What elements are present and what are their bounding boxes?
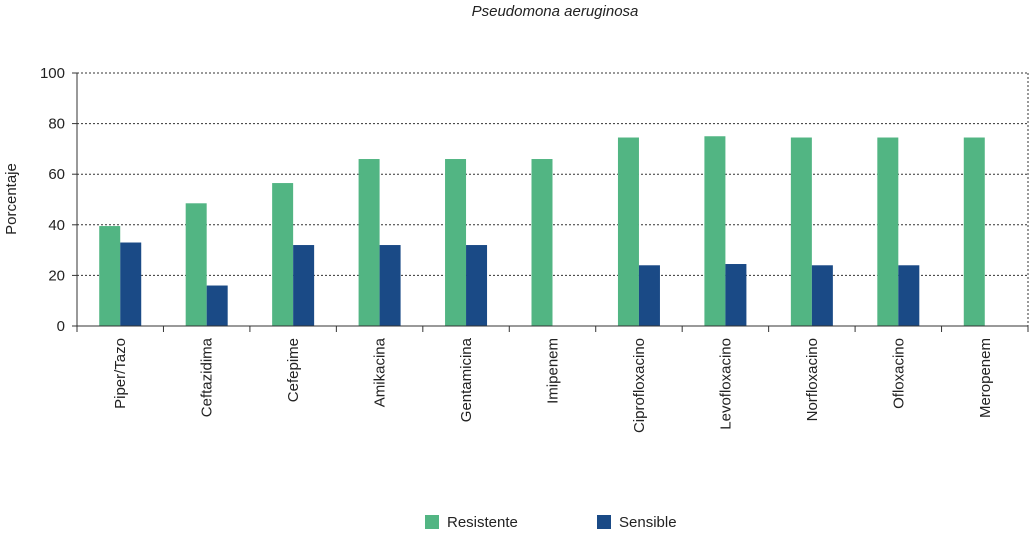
x-tick-label: Cefepime: [285, 338, 302, 402]
bar-resistente: [617, 137, 639, 326]
legend-item-sensible: Sensible: [597, 514, 677, 531]
x-tick-label: Levofloxacino: [717, 338, 734, 430]
bar-resistente: [185, 203, 207, 326]
y-tick-label: 80: [48, 116, 65, 133]
y-tick-labels: 0 20 40 60 80 100: [40, 65, 65, 335]
legend-swatch: [425, 515, 439, 529]
gridlines: [77, 72, 1028, 276]
y-axis-label: Porcentaje: [3, 163, 20, 235]
bar-resistente: [790, 137, 812, 326]
legend-label: Resistente: [447, 514, 518, 531]
bar-resistente: [272, 183, 294, 326]
x-tick-label: Ciprofloxacino: [631, 338, 648, 433]
bar-sensible: [293, 245, 315, 326]
y-tick-label: 40: [48, 217, 65, 234]
x-tick-label: Ceftazidima: [199, 337, 216, 417]
bar-sensible: [898, 265, 920, 326]
x-tick-label: Gentamicina: [458, 337, 475, 422]
bars: [99, 136, 985, 326]
bar-sensible: [638, 265, 660, 326]
bar-resistente: [877, 137, 899, 326]
bar-sensible: [725, 264, 747, 326]
legend-item-resistente: Resistente: [425, 514, 518, 531]
x-tick-label: Imipenem: [545, 338, 562, 404]
bar-resistente: [358, 159, 380, 326]
bar-sensible: [206, 285, 228, 326]
y-tick-label: 60: [48, 166, 65, 183]
bar-sensible: [466, 245, 488, 326]
x-tick-label: Piper/Tazo: [112, 338, 129, 409]
x-tick-label: Norfloxacino: [804, 338, 821, 421]
bar-resistente: [704, 136, 726, 326]
y-tick-label: 100: [40, 65, 65, 82]
x-tick-label: Meropenem: [977, 338, 994, 418]
bar-resistente: [445, 159, 467, 326]
bar-sensible: [811, 265, 833, 326]
bar-sensible: [379, 245, 401, 326]
bar-resistente: [99, 226, 121, 326]
y-tick-label: 0: [57, 318, 65, 335]
bar-resistente: [963, 137, 985, 326]
legend-swatch: [597, 515, 611, 529]
x-tick-labels: Piper/Tazo Ceftazidima Cefepime Amikacina Ge…: [112, 337, 994, 433]
chart-title: Pseudomona aeruginosa: [472, 3, 639, 20]
x-tick-label: Amikacina: [372, 337, 389, 407]
bar-resistente: [531, 159, 553, 326]
bar-sensible: [120, 242, 142, 326]
x-tick-label: Ofloxacino: [890, 338, 907, 409]
legend: Resistente Sensible: [425, 514, 677, 531]
axes: [72, 72, 1029, 332]
legend-label: Sensible: [619, 514, 677, 531]
y-tick-label: 20: [48, 267, 65, 284]
